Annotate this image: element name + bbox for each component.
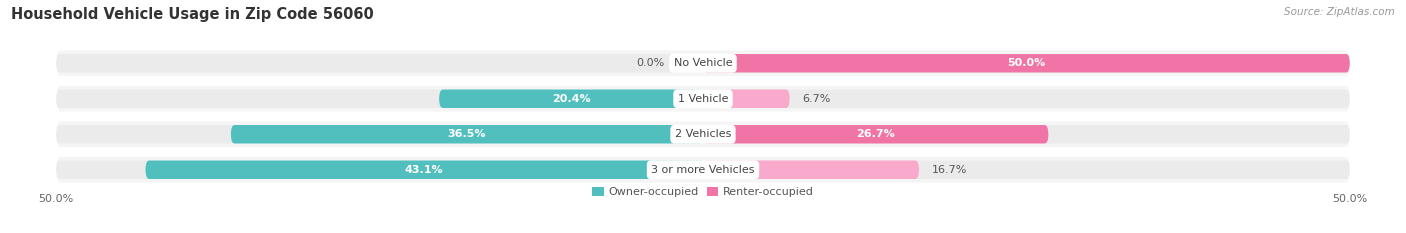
FancyBboxPatch shape	[56, 54, 1350, 72]
FancyBboxPatch shape	[56, 157, 1350, 182]
FancyBboxPatch shape	[56, 51, 1350, 76]
FancyBboxPatch shape	[56, 161, 1350, 179]
Text: 3 or more Vehicles: 3 or more Vehicles	[651, 165, 755, 175]
FancyBboxPatch shape	[439, 89, 703, 108]
FancyBboxPatch shape	[703, 125, 1049, 144]
FancyBboxPatch shape	[56, 86, 1350, 112]
FancyBboxPatch shape	[145, 161, 703, 179]
FancyBboxPatch shape	[56, 125, 1350, 144]
Text: 26.7%: 26.7%	[856, 129, 896, 139]
Text: Source: ZipAtlas.com: Source: ZipAtlas.com	[1284, 7, 1395, 17]
FancyBboxPatch shape	[703, 54, 1350, 72]
Legend: Owner-occupied, Renter-occupied: Owner-occupied, Renter-occupied	[592, 187, 814, 197]
Text: 2 Vehicles: 2 Vehicles	[675, 129, 731, 139]
Text: Household Vehicle Usage in Zip Code 56060: Household Vehicle Usage in Zip Code 5606…	[11, 7, 374, 22]
Text: 50.0%: 50.0%	[1007, 58, 1046, 68]
Text: No Vehicle: No Vehicle	[673, 58, 733, 68]
FancyBboxPatch shape	[231, 125, 703, 144]
Text: 36.5%: 36.5%	[447, 129, 486, 139]
Text: 0.0%: 0.0%	[636, 58, 664, 68]
Text: 6.7%: 6.7%	[803, 94, 831, 104]
FancyBboxPatch shape	[703, 89, 790, 108]
Text: 43.1%: 43.1%	[405, 165, 443, 175]
Text: 16.7%: 16.7%	[932, 165, 967, 175]
Text: 1 Vehicle: 1 Vehicle	[678, 94, 728, 104]
Text: 20.4%: 20.4%	[551, 94, 591, 104]
FancyBboxPatch shape	[56, 89, 1350, 108]
FancyBboxPatch shape	[56, 121, 1350, 147]
FancyBboxPatch shape	[703, 161, 920, 179]
